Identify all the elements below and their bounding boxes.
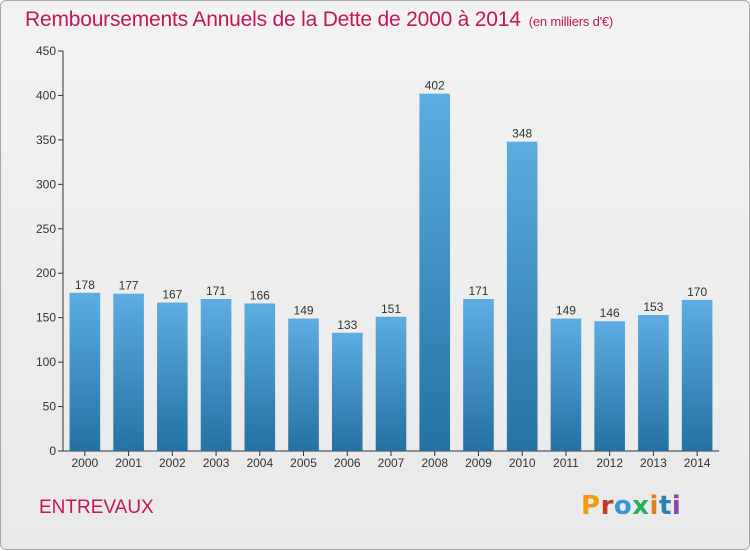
x-tick-label-2014: 2014 xyxy=(684,456,711,470)
bar-2013 xyxy=(638,315,669,451)
data-label-2012: 146 xyxy=(600,306,620,320)
bar-2011 xyxy=(550,318,582,451)
data-label-2009: 171 xyxy=(468,284,488,298)
data-label-2003: 171 xyxy=(206,284,226,298)
x-tick-label-2010: 2010 xyxy=(509,456,536,470)
data-label-2008: 402 xyxy=(425,79,445,93)
y-tick-label: 0 xyxy=(49,444,56,458)
bar-2000 xyxy=(69,292,101,451)
y-tick-label: 300 xyxy=(36,177,56,191)
x-tick-label-2011: 2011 xyxy=(553,456,579,470)
logo-letter: i xyxy=(671,491,682,521)
bar-2006 xyxy=(331,332,363,451)
data-label-2001: 177 xyxy=(119,279,139,293)
x-tick-label-2012: 2012 xyxy=(596,456,623,470)
bar-2005 xyxy=(288,318,319,451)
data-label-2013: 153 xyxy=(643,300,663,314)
bar-2001 xyxy=(113,293,144,451)
logo-letter: r xyxy=(600,491,614,521)
x-tick-label-2000: 2000 xyxy=(72,456,99,470)
bar-2003 xyxy=(200,299,232,451)
bar-2012 xyxy=(594,321,625,451)
unit-subtitle: (en milliers d'€) xyxy=(528,14,614,29)
y-tick-label: 100 xyxy=(36,355,56,369)
y-tick-label: 450 xyxy=(36,44,56,58)
logo-letter: x xyxy=(632,491,650,521)
bar-2008 xyxy=(419,93,451,452)
logo-letter: o xyxy=(613,491,633,521)
x-tick-label-2013: 2013 xyxy=(640,456,667,470)
data-label-2002: 167 xyxy=(162,288,182,302)
y-tick-label: 250 xyxy=(36,222,56,236)
bar-2009 xyxy=(463,299,494,451)
y-tick-label: 150 xyxy=(36,311,56,325)
x-tick-label-2002: 2002 xyxy=(159,456,186,470)
y-tick-label: 50 xyxy=(43,400,57,414)
logo-letter: P xyxy=(581,491,601,521)
bar-2002 xyxy=(157,302,188,451)
data-label-2007: 151 xyxy=(381,302,401,316)
title-text: Remboursements Annuels de la Dette de 20… xyxy=(25,8,521,31)
data-label-2011: 149 xyxy=(556,304,576,318)
x-tick-label-2009: 2009 xyxy=(465,456,492,470)
logo-letter: t xyxy=(658,491,672,521)
x-tick-label-2005: 2005 xyxy=(290,456,317,470)
commune-name: ENTREVAUX xyxy=(39,497,154,518)
data-label-2005: 149 xyxy=(294,304,314,318)
x-tick-label-2006: 2006 xyxy=(334,456,361,470)
bar-2004 xyxy=(244,303,276,451)
x-tick-label-2004: 2004 xyxy=(246,456,273,470)
x-tick-label-2007: 2007 xyxy=(378,456,405,470)
data-label-2004: 166 xyxy=(250,288,270,302)
data-label-2014: 170 xyxy=(687,285,707,299)
proxiti-logo: Proxiti xyxy=(581,491,681,521)
data-label-2000: 178 xyxy=(75,278,95,292)
y-tick-label: 200 xyxy=(36,266,56,280)
y-tick-label: 400 xyxy=(36,88,56,102)
bar-2007 xyxy=(375,316,407,451)
bar-2010 xyxy=(506,141,538,451)
data-label-2006: 133 xyxy=(337,318,357,332)
data-label-2010: 348 xyxy=(512,127,532,141)
x-tick-label-2008: 2008 xyxy=(421,456,448,470)
logo-letter: i xyxy=(649,491,659,521)
x-tick-label-2003: 2003 xyxy=(203,456,230,470)
x-tick-label-2001: 2001 xyxy=(115,456,142,470)
bar-2014 xyxy=(681,299,713,451)
chart-title: Remboursements Annuels de la Dette de 20… xyxy=(25,8,613,32)
y-tick-label: 350 xyxy=(36,133,56,147)
